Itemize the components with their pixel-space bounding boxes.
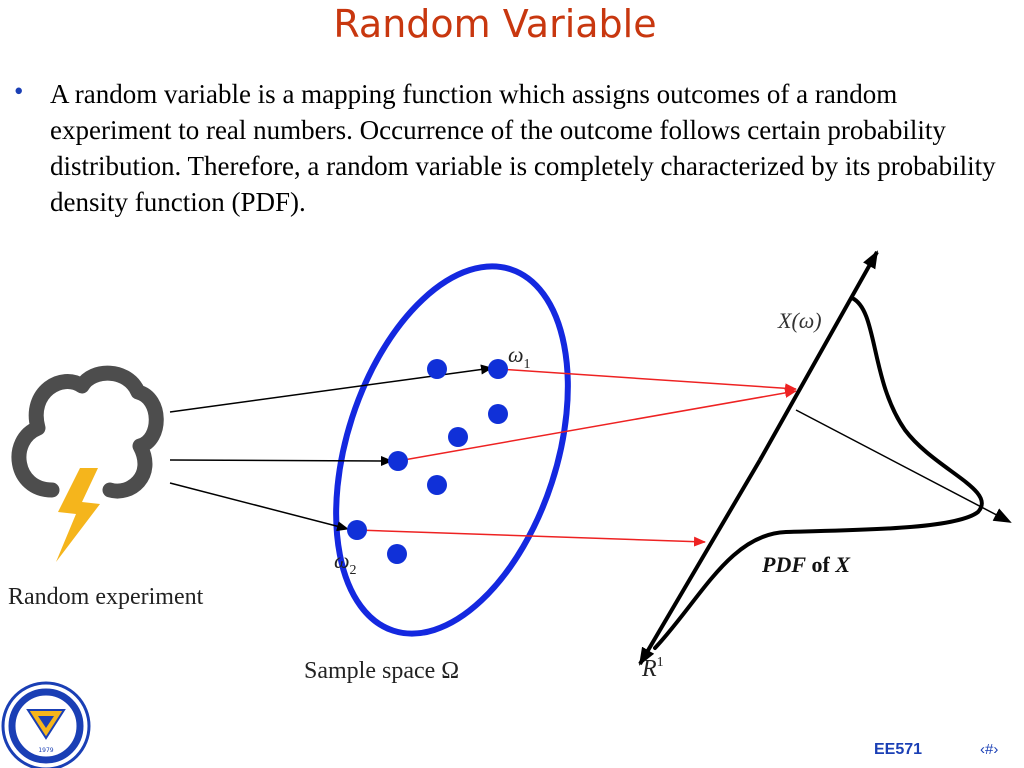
slide-title: Random Variable <box>333 2 657 46</box>
university-logo: 1979 <box>1 681 91 768</box>
mapping-arrow-omega2 <box>356 529 706 547</box>
sample-point-omega2 <box>347 520 367 540</box>
real-axis-lower <box>638 458 762 666</box>
sample-point <box>387 544 407 564</box>
sample-point <box>427 359 447 379</box>
omega2-label: ω2 <box>334 548 357 578</box>
r1-label: R1 <box>641 655 664 682</box>
omega1-label: ω1 <box>508 342 531 372</box>
mapping-arrow-omega1 <box>497 368 797 394</box>
sample-point <box>488 404 508 424</box>
storm-cloud-icon <box>11 365 164 499</box>
experiment-arrow-middle <box>169 455 393 466</box>
pdf-axis <box>795 409 1012 523</box>
sample-space-label: Sample space Ω <box>304 658 459 684</box>
pdf-of-x-label: PDF of X <box>761 552 851 577</box>
sample-space-ellipse <box>333 263 571 637</box>
bullet-marker: • <box>14 76 24 106</box>
sample-point-omega1 <box>488 359 508 379</box>
x-omega-label: X(ω) <box>777 308 822 333</box>
bullet-text: A random variable is a mapping function … <box>50 79 996 217</box>
pdf-curve <box>653 296 984 650</box>
lightning-bolt-icon <box>56 468 100 562</box>
experiment-arrow-bottom <box>169 482 349 532</box>
real-axis-upper <box>758 250 879 461</box>
sample-point <box>388 451 408 471</box>
mapping-arrow-middle <box>397 387 797 462</box>
page-number: ‹#› <box>980 741 999 758</box>
sample-point <box>448 427 468 447</box>
sample-points <box>347 359 508 564</box>
course-code: EE571 <box>874 741 923 758</box>
logo-year: 1979 <box>38 747 53 754</box>
sample-point <box>427 475 447 495</box>
random-experiment-label: Random experiment <box>8 584 204 610</box>
